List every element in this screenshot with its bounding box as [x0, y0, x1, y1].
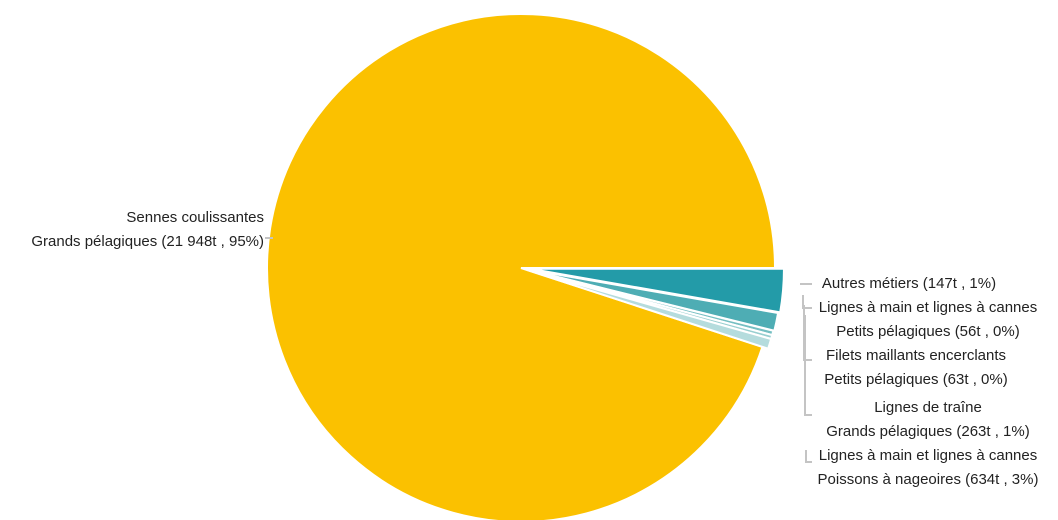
- slice-label: Filets maillants encerclants: [826, 347, 1006, 364]
- slice-label: Autres métiers (147t , 1%): [822, 275, 996, 292]
- pie-slices: [266, 13, 785, 520]
- label-leader-line: [805, 450, 812, 463]
- pie-labels: Sennes coulissantes Grands pélagiques (21…: [31, 209, 1038, 488]
- pie-slice: [529, 267, 785, 314]
- slice-label: Lignes à main et lignes à cannes: [819, 299, 1037, 316]
- slice-label: Sennes coulissantes: [126, 209, 264, 226]
- slice-label: Lignes à main et lignes à cannes: [819, 447, 1037, 464]
- label-leader-line: [803, 305, 812, 361]
- slice-label: Lignes de traîne: [874, 399, 982, 416]
- slice-label: Grands pélagiques (21 948t , 95%): [31, 233, 264, 250]
- label-leader-line: [802, 295, 812, 309]
- slice-label: Petits pélagiques (56t , 0%): [836, 323, 1019, 340]
- pie-slice: [266, 13, 777, 520]
- label-leader-line: [804, 315, 812, 416]
- slice-label: Poissons à nageoires (634t , 3%): [818, 471, 1039, 488]
- pie-slice: [526, 268, 773, 350]
- slice-label: Grands pélagiques (263t , 1%): [826, 423, 1029, 440]
- slice-label: Petits pélagiques (63t , 0%): [824, 371, 1007, 388]
